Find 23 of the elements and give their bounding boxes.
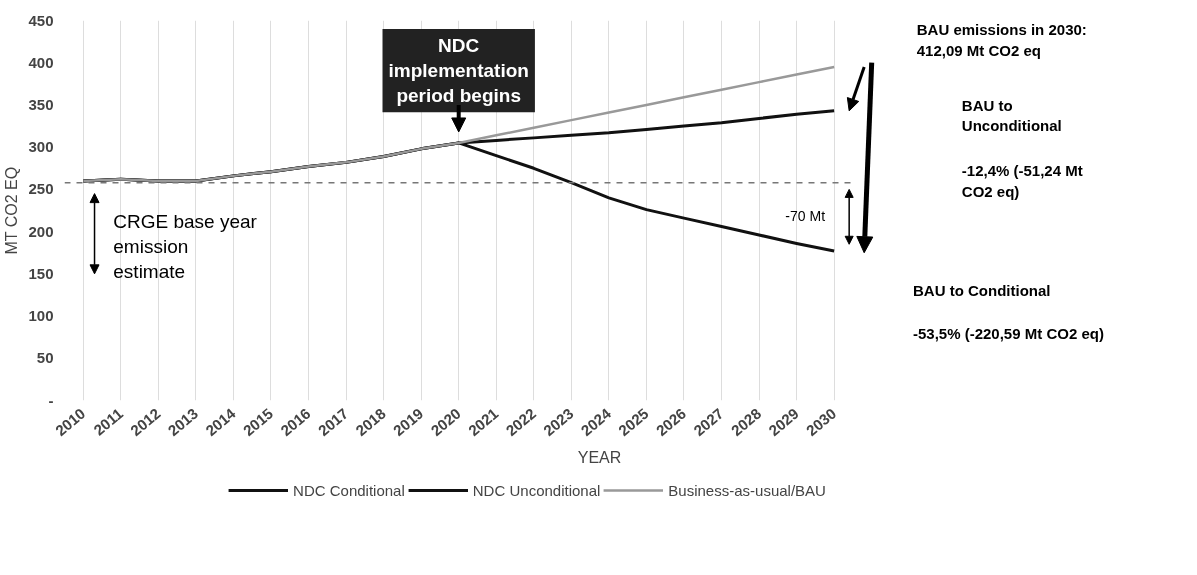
y-tick-label: 300 bbox=[28, 138, 54, 156]
y-tick-label: 400 bbox=[28, 53, 54, 71]
legend-label: NDC Unconditional bbox=[472, 481, 601, 499]
y-tick-label: 200 bbox=[28, 222, 54, 240]
text: -12,4% (-51,24 Mt CO2 eq) bbox=[961, 162, 1083, 200]
x-axis-title: YEAR bbox=[577, 448, 622, 466]
text: BAU to Unconditional bbox=[961, 96, 1062, 134]
annotation: CRGE base year emission estimate bbox=[113, 210, 258, 282]
text: BAU to Conditional bbox=[912, 282, 1051, 300]
y-tick-label: 150 bbox=[28, 264, 54, 282]
y-tick-label: 350 bbox=[28, 95, 54, 113]
text: BAU emissions in 2030: 412,09 Mt CO2 eq bbox=[916, 21, 1087, 59]
y-axis-title: MT CO2 EQ bbox=[3, 166, 21, 255]
legend-label: NDC Conditional bbox=[293, 481, 405, 499]
legend-label: Business-as-usual/BAU bbox=[668, 481, 826, 499]
y-tick-label: 450 bbox=[28, 11, 54, 29]
y-tick-label: 50 bbox=[36, 349, 54, 367]
y-tick-label: - bbox=[48, 391, 54, 409]
y-tick-label: 100 bbox=[28, 307, 54, 325]
annotation: NDC implementation period begins bbox=[388, 34, 529, 107]
annotation: -70 Mt bbox=[785, 207, 826, 224]
text: -53,5% (-220,59 Mt CO2 eq) bbox=[912, 324, 1104, 342]
y-tick-label: 250 bbox=[28, 180, 54, 198]
